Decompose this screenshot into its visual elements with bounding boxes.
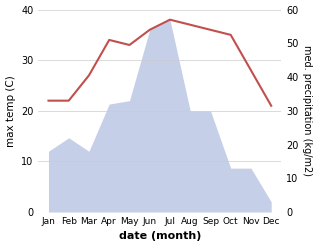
X-axis label: date (month): date (month): [119, 231, 201, 242]
Y-axis label: max temp (C): max temp (C): [5, 75, 16, 147]
Y-axis label: med. precipitation (kg/m2): med. precipitation (kg/m2): [302, 45, 313, 176]
